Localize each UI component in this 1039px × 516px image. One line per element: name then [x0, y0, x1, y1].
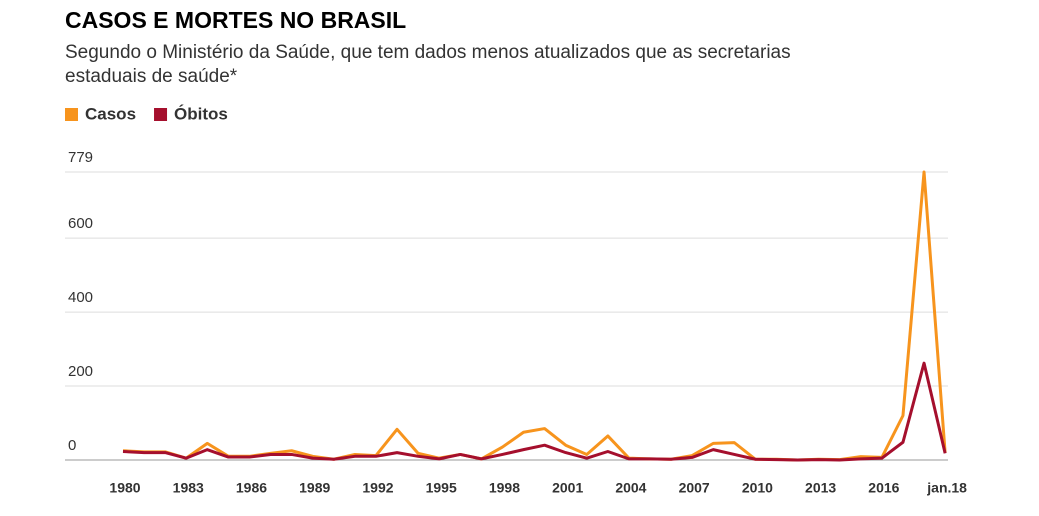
x-tick-label: 1986 [236, 480, 267, 496]
y-tick-label: 600 [68, 215, 93, 232]
x-tick-label: 2007 [679, 480, 710, 496]
x-tick-label: 2001 [552, 480, 583, 496]
series-line [122, 361, 947, 462]
chart-title: CASOS E MORTES NO BRASIL [65, 7, 406, 33]
x-tick-label: 1989 [299, 480, 330, 496]
x-tick-label: 2016 [868, 480, 899, 496]
legend-swatch [154, 108, 168, 121]
legend-label: Casos [85, 104, 136, 123]
y-tick-label: 779 [68, 149, 93, 166]
x-tick-label: 1995 [426, 480, 457, 496]
x-tick-label: 2004 [615, 480, 646, 496]
x-tick-label: jan.18 [926, 480, 967, 496]
chart-subtitle: estaduais de saúde* [65, 66, 238, 87]
x-tick-label: 1983 [173, 480, 204, 496]
y-tick-label: 200 [68, 363, 93, 380]
legend-swatch [65, 108, 78, 121]
chart-subtitle: Segundo o Ministério da Saúde, que tem d… [65, 42, 791, 63]
y-tick-label: 400 [68, 289, 93, 306]
x-tick-label: 1992 [362, 480, 393, 496]
x-tick-label: 1980 [109, 480, 140, 496]
x-tick-label: 1998 [489, 480, 520, 496]
x-tick-label: 2013 [805, 480, 836, 496]
y-tick-label: 0 [68, 437, 76, 454]
series-line [122, 170, 947, 462]
x-tick-label: 2010 [742, 480, 773, 496]
legend-label: Óbitos [174, 104, 228, 123]
